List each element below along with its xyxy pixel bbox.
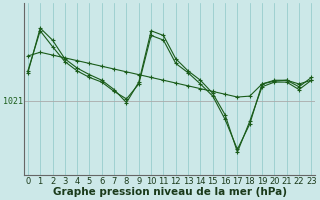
X-axis label: Graphe pression niveau de la mer (hPa): Graphe pression niveau de la mer (hPa) [52, 187, 287, 197]
